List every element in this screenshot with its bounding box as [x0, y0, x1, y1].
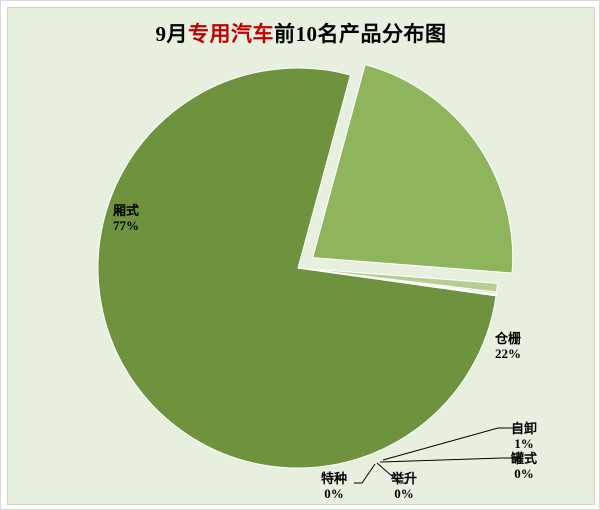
slice-name: 仓栅 — [495, 331, 521, 346]
slice-label: 罐式0% — [511, 452, 537, 482]
slice-name: 厢式 — [113, 203, 139, 218]
title-suffix: 前10名产品分布图 — [274, 22, 447, 46]
slice-name: 自卸 — [511, 421, 537, 436]
slice-pct: 77% — [113, 218, 139, 233]
leader-line — [380, 458, 520, 462]
slice-label: 特种0% — [321, 472, 347, 502]
pie-chart — [8, 8, 596, 506]
slice-pct: 22% — [495, 346, 521, 361]
title-prefix: 9月 — [156, 22, 189, 46]
slice-label: 自卸1% — [511, 422, 537, 452]
slice-name: 罐式 — [511, 451, 537, 466]
title-emphasis: 专用汽车 — [188, 22, 274, 46]
slice-name: 特种 — [321, 471, 347, 486]
slice-label: 仓栅22% — [495, 332, 521, 362]
slice-pct: 0% — [324, 486, 344, 501]
leader-line — [354, 464, 375, 483]
plot-area: 9月专用汽车前10名产品分布图 厢式77%仓栅22%自卸1%罐式0%举升0%特种… — [7, 7, 595, 505]
slice-name: 举升 — [391, 471, 417, 486]
chart-title: 9月专用汽车前10名产品分布图 — [8, 18, 594, 48]
chart-frame: 9月专用汽车前10名产品分布图 厢式77%仓栅22%自卸1%罐式0%举升0%特种… — [0, 0, 600, 510]
slice-label: 举升0% — [391, 472, 417, 502]
slice-pct: 1% — [514, 436, 534, 451]
slice-pct: 0% — [514, 466, 534, 481]
slice-pct: 0% — [394, 486, 414, 501]
slice-label: 厢式77% — [113, 204, 139, 234]
